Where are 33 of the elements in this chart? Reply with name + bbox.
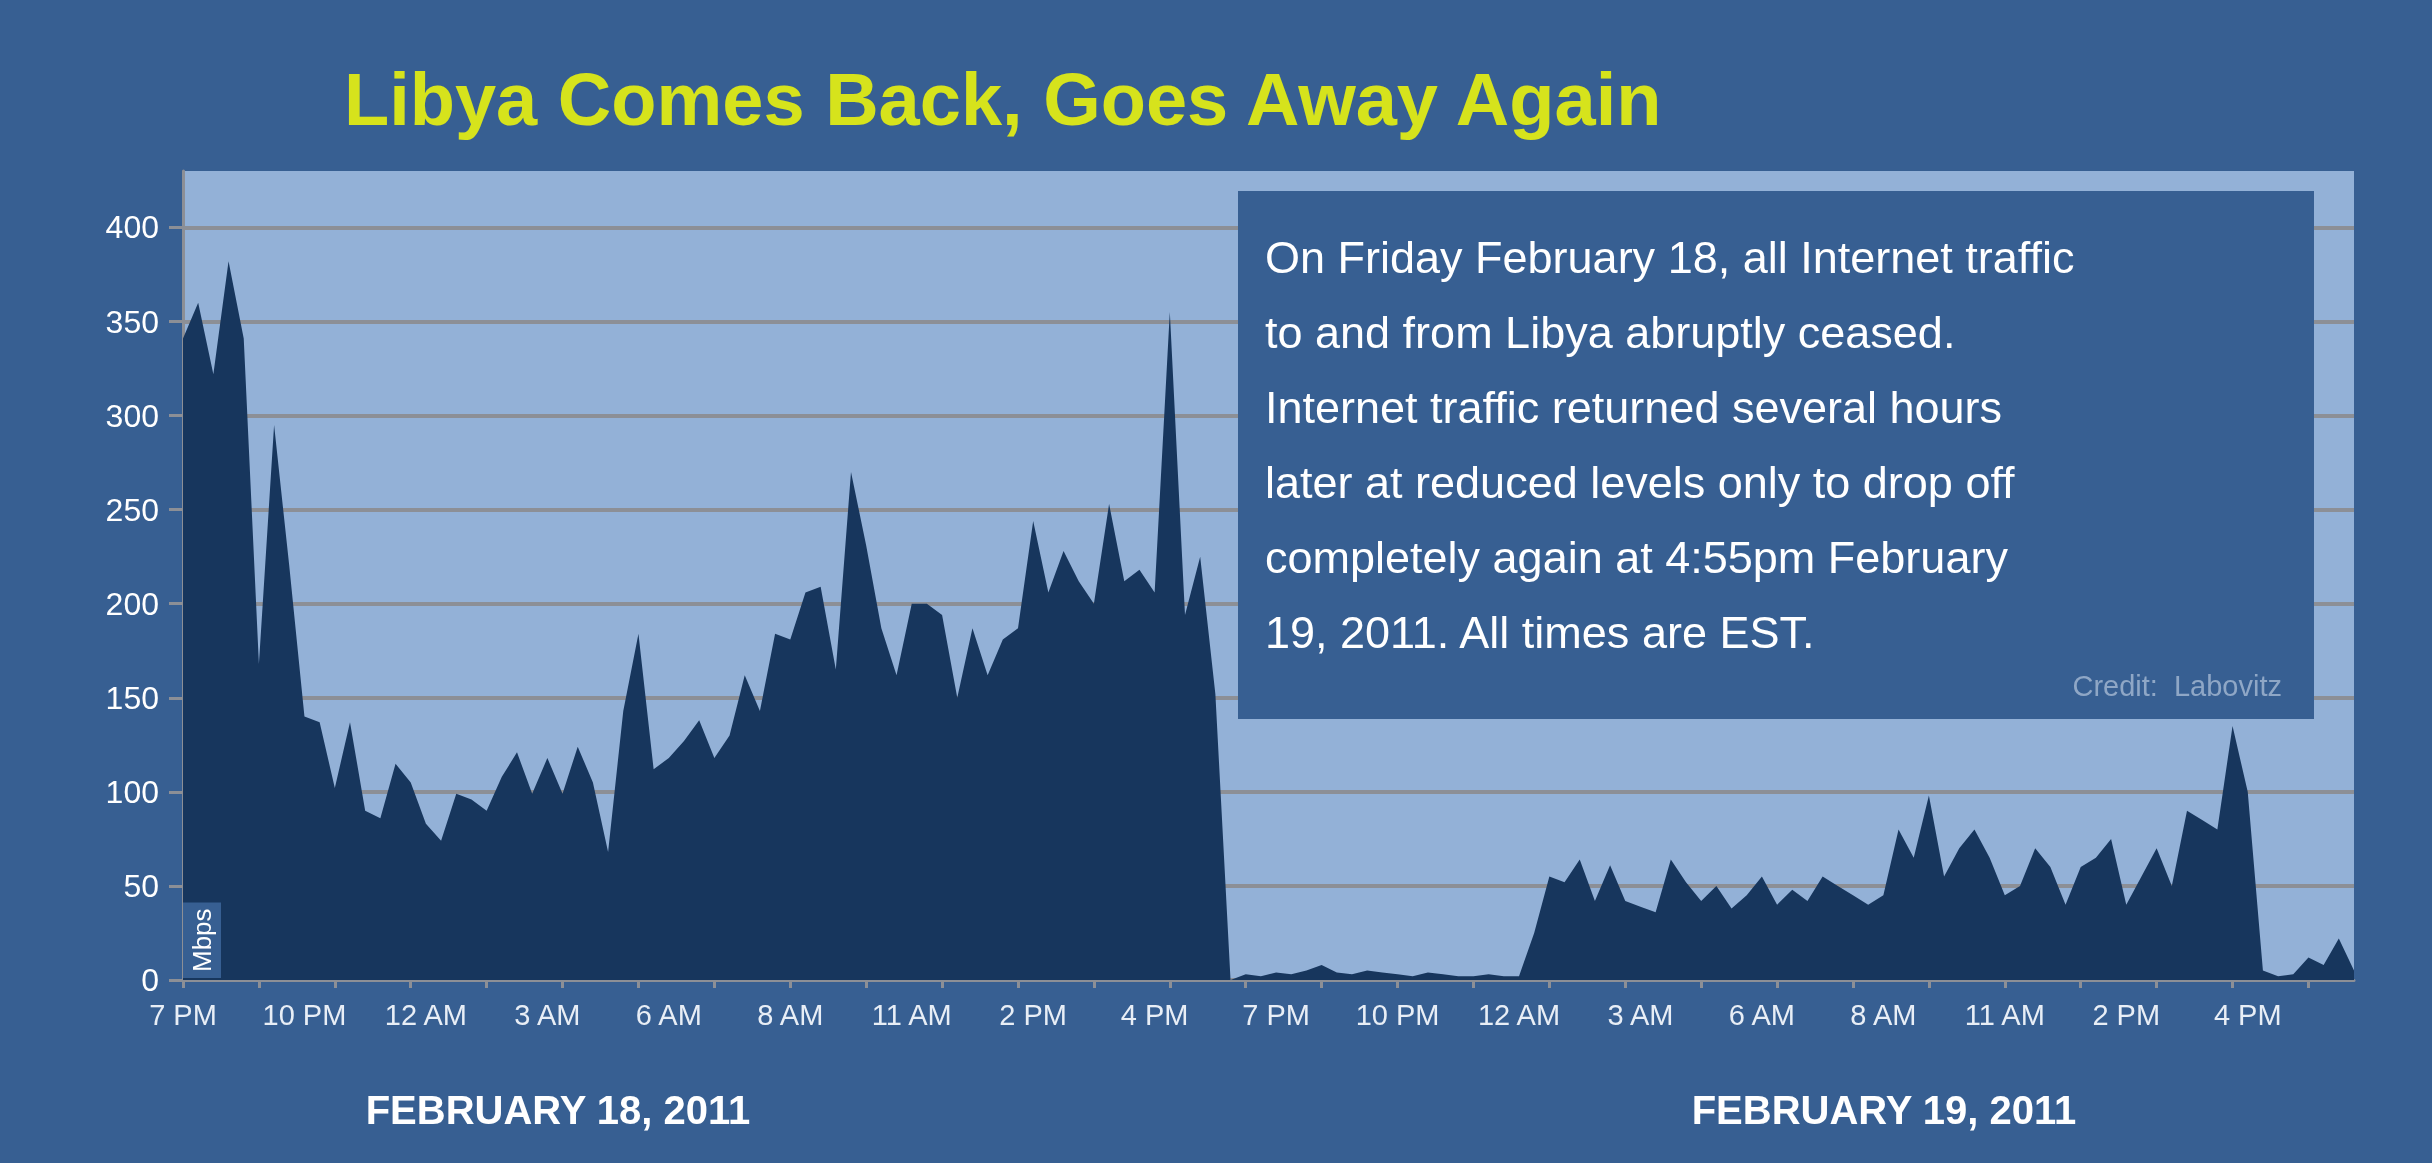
x-tick-label: 7 PM <box>149 998 217 1031</box>
x-tick-label: 4 PM <box>2213 998 2282 1031</box>
x-tick-label: 10 PM <box>262 998 347 1031</box>
annotation: Credit: Labovitz <box>2072 670 2282 702</box>
y-tick-label: 300 <box>105 397 159 434</box>
y-tick-label: 100 <box>105 773 159 810</box>
y-tick-label: 200 <box>105 585 159 622</box>
x-tick-label: 8 AM <box>1850 998 1917 1031</box>
x-tick-label: 3 AM <box>1607 998 1674 1031</box>
x-tick-label: 10 PM <box>1355 998 1440 1031</box>
x-tick-label: 7 PM <box>1242 998 1310 1031</box>
y-axis-title: Mbps <box>187 908 217 972</box>
y-tick-label: 250 <box>105 491 159 528</box>
x-tick-label: 2 PM <box>2092 998 2161 1031</box>
x-tick-label: 12 AM <box>1477 998 1561 1031</box>
annotation: On Friday February 18, all Internet traffic to and from Libya abruptly ceased. Internet traffic returned several hours later at reduced levels only to drop off completely again at 4:55pm February 19, 2011. All times are EST. <box>1265 232 2075 658</box>
y-tick-label: 400 <box>105 209 159 246</box>
x-tick-label: 8 AM <box>757 998 824 1031</box>
x-tick-label: 3 AM <box>514 998 581 1031</box>
text: FEBRUARY 18, 2011 <box>365 1088 751 1132</box>
x-tick-label: 11 AM <box>871 998 952 1031</box>
y-tick-label: 350 <box>105 303 159 340</box>
x-tick-label: 4 PM <box>1120 998 1189 1031</box>
chart-title: Libya Comes Back, Goes Away Again <box>344 57 1662 141</box>
x-tick-label: 2 PM <box>999 998 1068 1031</box>
y-tick-label: 0 <box>141 962 159 998</box>
x-tick-label: 6 AM <box>1728 998 1795 1031</box>
x-tick-label: 12 AM <box>384 998 468 1031</box>
y-tick-label: 50 <box>123 867 159 904</box>
text: FEBRUARY 19, 2011 <box>1691 1088 2077 1132</box>
x-tick-label: 6 AM <box>635 998 702 1031</box>
x-tick-label: 11 AM <box>1964 998 2045 1031</box>
y-tick-label: 150 <box>105 679 159 716</box>
